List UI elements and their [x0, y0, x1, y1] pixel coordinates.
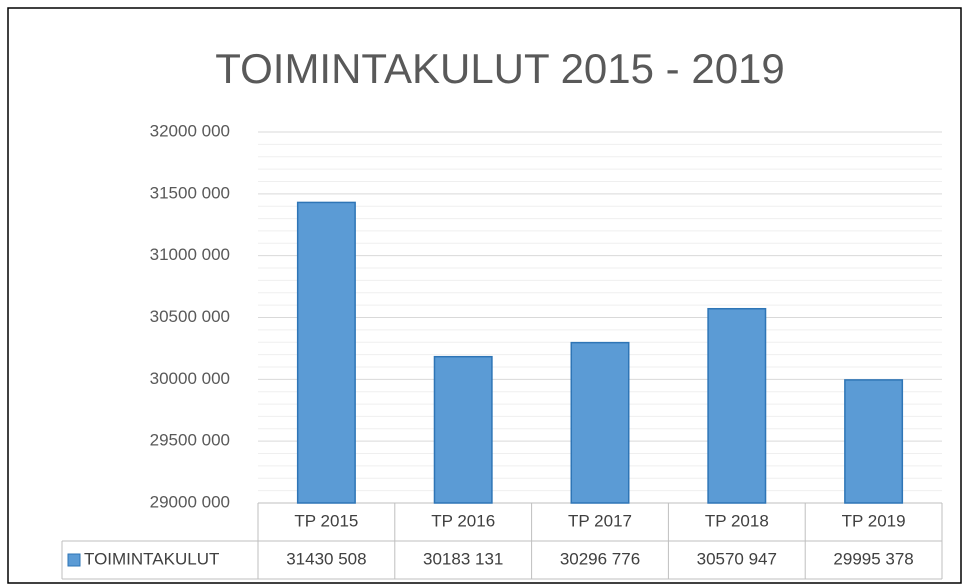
bar — [707, 307, 767, 504]
bar — [433, 355, 493, 504]
y-tick-label: 31000 000 — [150, 245, 230, 264]
y-tick-label: 31500 000 — [150, 183, 230, 202]
table-value: 30570 947 — [697, 549, 777, 568]
table-value: 31430 508 — [286, 549, 366, 568]
y-tick-label: 32000 000 — [150, 121, 230, 140]
y-tick-label: 30000 000 — [150, 369, 230, 388]
x-tick-label: TP 2017 — [568, 511, 632, 530]
bar — [570, 341, 630, 504]
x-tick-label: TP 2018 — [705, 511, 769, 530]
chart-title: TOIMINTAKULUT 2015 - 2019 — [215, 45, 785, 92]
y-tick-label: 29500 000 — [150, 431, 230, 450]
bar — [844, 379, 904, 504]
table-value: 30183 131 — [423, 549, 503, 568]
x-tick-label: TP 2015 — [294, 511, 358, 530]
table-value: 29995 378 — [833, 549, 913, 568]
bar — [296, 201, 356, 504]
legend-swatch — [67, 553, 81, 567]
y-tick-label: 29000 000 — [150, 492, 230, 511]
table-value: 30296 776 — [560, 549, 640, 568]
x-tick-label: TP 2016 — [431, 511, 495, 530]
legend-label: TOIMINTAKULUT — [84, 549, 219, 568]
x-tick-label: TP 2019 — [842, 511, 906, 530]
y-tick-label: 30500 000 — [150, 307, 230, 326]
